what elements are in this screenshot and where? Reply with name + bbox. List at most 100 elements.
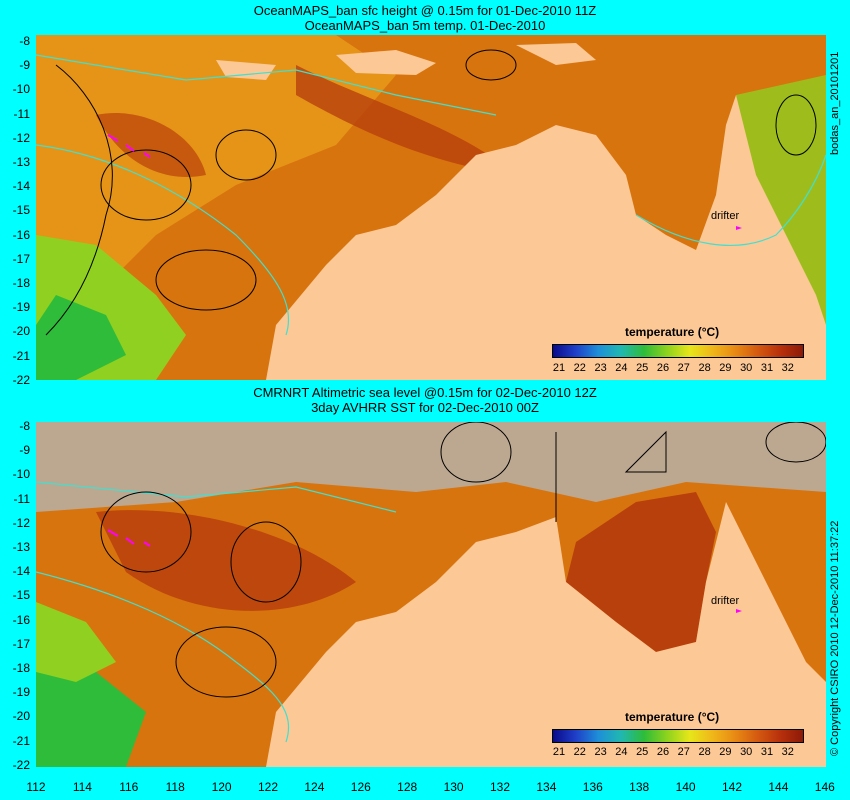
x-tick-label: 116 xyxy=(119,780,139,794)
top-colorbar xyxy=(552,344,804,358)
colorbar-tick-label: 26 xyxy=(656,746,670,758)
black-contour-1 xyxy=(100,491,192,573)
x-tick-label: 146 xyxy=(814,780,835,794)
x-tick-label: 122 xyxy=(257,780,279,794)
x-tick-label: 112 xyxy=(26,780,46,794)
bottom-title-line1: CMRNRT Altimetric sea level @0.15m for 0… xyxy=(253,385,597,400)
colorbar-tick-label: 29 xyxy=(719,746,732,758)
black-contour-4 xyxy=(440,422,512,483)
bottom-y-tick-label: -10 xyxy=(12,467,30,482)
top-y-tick-label: -13 xyxy=(12,155,30,169)
x-tick-label: 126 xyxy=(350,780,371,794)
colorbar-tick-label: 31 xyxy=(760,746,774,758)
top-y-tick-label: -20 xyxy=(12,324,30,339)
top-title-line1: OceanMAPS_ban sfc height @ 0.15m for 01-… xyxy=(253,3,597,18)
colorbar-tick-label: 27 xyxy=(677,362,690,374)
cyan-contour-2 xyxy=(36,571,290,743)
colorbar-tick-label: 29 xyxy=(719,362,732,374)
drifter-tracks xyxy=(107,529,151,547)
colorbar-tick-label: 24 xyxy=(615,362,628,374)
top-y-tick-label: -22 xyxy=(12,372,30,387)
drifter-tracks xyxy=(107,134,151,158)
top-side-label: bodas_an_20101201 xyxy=(829,51,841,155)
no-data-region xyxy=(36,422,826,512)
bottom-y-tick-label: -9 xyxy=(19,443,30,458)
sst-cooler-region xyxy=(36,295,126,380)
x-tick-label: 118 xyxy=(165,780,185,794)
sst-cool-region xyxy=(36,652,146,767)
colorbar-tick-label: 25 xyxy=(636,362,649,374)
colorbar-tick-label: 24 xyxy=(615,746,628,758)
top-y-tick-label: -19 xyxy=(12,300,30,315)
bottom-y-tick-label: -12 xyxy=(12,515,30,530)
bottom-colorbar xyxy=(552,729,804,743)
colorbar-tick-label: 28 xyxy=(698,746,711,758)
colorbar-tick-label: 30 xyxy=(740,746,753,758)
australia-land xyxy=(266,95,826,380)
cyan-contour-2 xyxy=(36,144,290,336)
bottom-y-tick-label: -13 xyxy=(12,540,30,554)
x-tick-label: 132 xyxy=(489,780,511,794)
black-contour-3 xyxy=(175,626,277,698)
x-tick-label: 130 xyxy=(443,780,464,794)
colorbar-tick-label: 30 xyxy=(740,362,753,374)
bottom-y-tick-label: -15 xyxy=(12,588,30,603)
bottom-y-tick-label: -21 xyxy=(12,733,30,748)
top-y-tick-label: -17 xyxy=(12,251,30,266)
colorbar-tick-label: 32 xyxy=(781,362,794,374)
bottom-y-tick-label: -11 xyxy=(13,491,30,506)
sst-cool-region-2 xyxy=(36,602,116,682)
colorbar-tick-label: 23 xyxy=(594,746,607,758)
colorbar-tick-label: 21 xyxy=(552,362,566,374)
sst-hot-region xyxy=(296,65,516,175)
x-tick-label: 136 xyxy=(582,780,603,794)
bottom-y-tick-label: -22 xyxy=(12,757,30,772)
australia-land xyxy=(266,502,826,767)
bottom-title-line2: 3day AVHRR SST for 02-Dec-2010 00Z xyxy=(311,400,539,415)
x-tick-label: 114 xyxy=(72,780,92,794)
top-legend-title: temperature (°C) xyxy=(625,325,720,339)
black-contour-3 xyxy=(155,249,257,311)
top-drifter-label: drifter xyxy=(711,210,740,222)
black-contour-4 xyxy=(45,64,113,336)
black-contour-6 xyxy=(775,94,817,156)
island-land-3 xyxy=(216,60,276,80)
colorbar-tick-label: 27 xyxy=(677,746,690,758)
drifter-marker xyxy=(736,609,742,613)
island-land-2 xyxy=(516,43,596,65)
black-contour-5 xyxy=(465,49,517,81)
x-tick-label: 134 xyxy=(536,780,557,794)
island-land xyxy=(336,50,436,75)
top-y-tick-label: -12 xyxy=(12,130,30,145)
x-tick-label: 120 xyxy=(211,780,232,794)
x-tick-label: 138 xyxy=(629,780,650,794)
colorbar-tick-label: 22 xyxy=(573,746,586,758)
top-y-tick-label: -14 xyxy=(12,179,30,194)
top-map-panel xyxy=(36,35,826,380)
sst-hot-region xyxy=(96,510,356,611)
top-title-line2: OceanMAPS_ban 5m temp. 01-Dec-2010 xyxy=(304,18,546,33)
colorbar-tick-label: 28 xyxy=(698,362,711,374)
cyan-contour-3 xyxy=(635,154,826,246)
black-contour-6 xyxy=(555,430,667,522)
top-y-tick-label: -21 xyxy=(12,348,30,363)
bottom-drifter-label: drifter xyxy=(711,595,740,607)
colorbar-tick-label: 31 xyxy=(760,362,774,374)
bottom-y-tick-label: -16 xyxy=(12,612,30,627)
colorbar-tick-label: 23 xyxy=(594,362,607,374)
bottom-side-label: © Copyright CSIRO 2010 12-Dec-2010 11:37… xyxy=(829,520,841,756)
black-contour-5 xyxy=(765,422,826,463)
colorbar-tick-label: 32 xyxy=(781,746,794,758)
x-tick-label: 128 xyxy=(397,780,418,794)
top-y-tick-label: -15 xyxy=(12,203,30,218)
bottom-legend-title: temperature (°C) xyxy=(625,710,720,724)
black-contour-2 xyxy=(215,129,277,181)
top-y-tick-label: -18 xyxy=(12,276,30,290)
colorbar-tick-label: 22 xyxy=(573,362,586,374)
top-y-tick-label: -9 xyxy=(19,58,30,73)
x-tick-label: 140 xyxy=(675,780,696,794)
colorbar-tick-label: 25 xyxy=(636,746,649,758)
x-tick-label: 144 xyxy=(768,780,789,794)
bottom-y-tick-label: -20 xyxy=(12,709,30,724)
x-tick-label: 142 xyxy=(721,780,743,794)
